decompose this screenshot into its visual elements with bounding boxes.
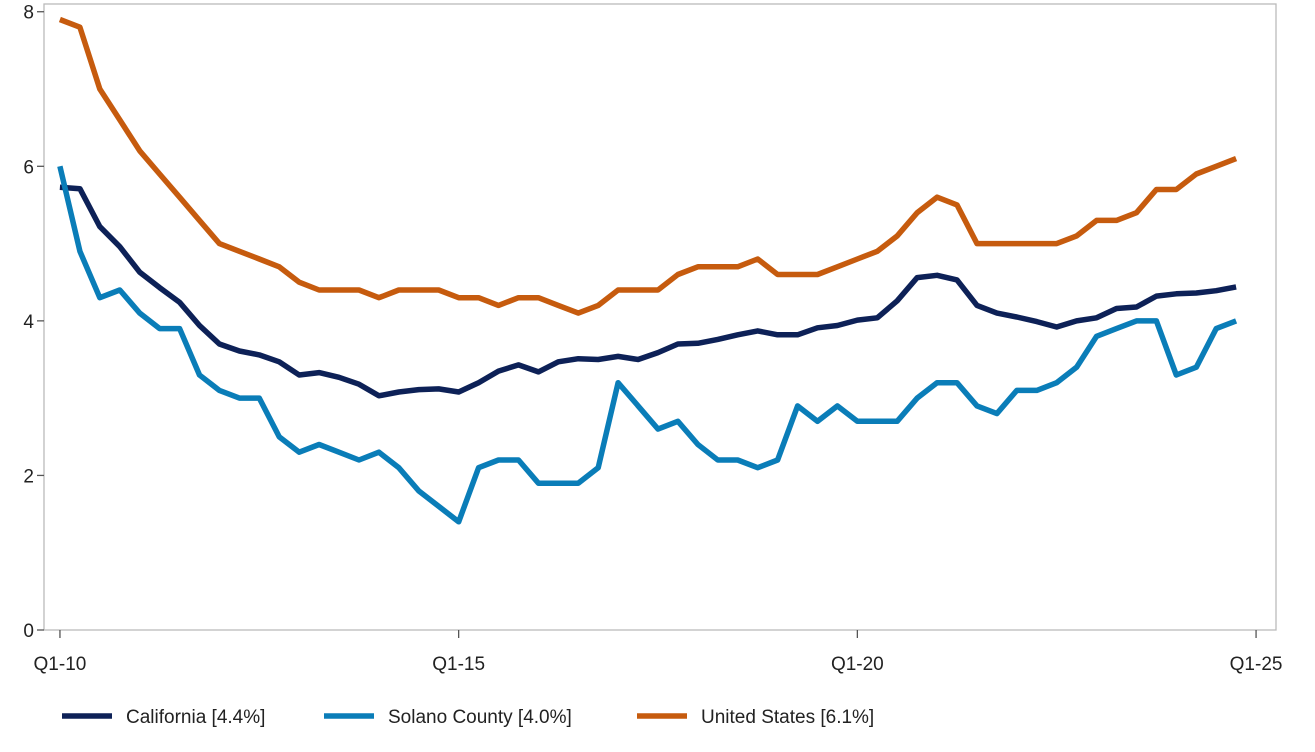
x-tick-label: Q1-25 [1230,654,1283,675]
legend: California [4.4%] Solano County [4.0%] Uni… [62,707,874,728]
series-line-1 [57,165,1238,525]
legend-label: Solano County [4.0%] [388,707,572,728]
y-tick-label: 6 [23,157,34,178]
y-tick-label: 4 [23,312,34,333]
x-tick-label: Q1-10 [34,654,87,675]
axes: 0 2 4 6 8 Q1-10 Q1-15 Q1-20 Q1-25 [23,3,1282,675]
legend-label: California [4.4%] [126,707,265,728]
series-lines [57,16,1238,525]
legend-label: United States [6.1%] [701,707,874,728]
series-line-2 [58,16,1238,316]
x-tick-label: Q1-20 [831,654,884,675]
x-tick-label: Q1-15 [432,654,485,675]
series-line-0 [59,184,1237,399]
y-tick-label: 0 [23,621,34,642]
y-tick-label: 8 [23,3,34,24]
plot-frame [43,3,1277,631]
y-tick-label: 2 [23,466,34,487]
